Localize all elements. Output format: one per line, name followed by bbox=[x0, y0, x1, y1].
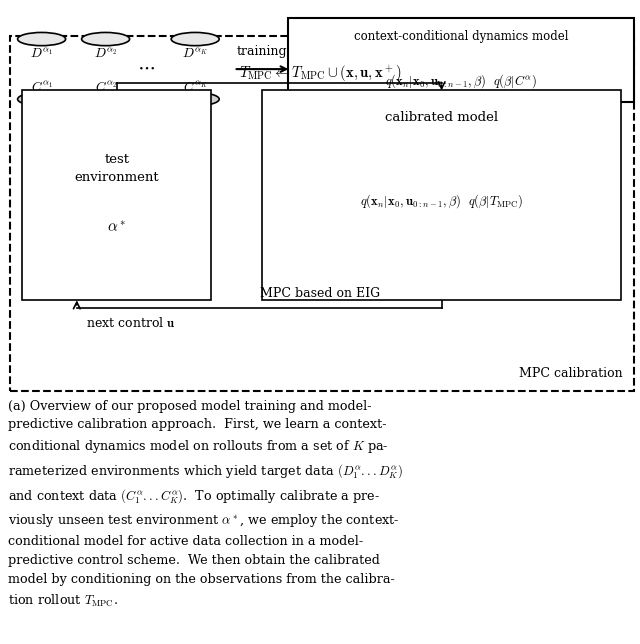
Text: context-conditional dynamics model: context-conditional dynamics model bbox=[353, 30, 568, 43]
Text: $C^{\alpha_2}$: $C^{\alpha_2}$ bbox=[95, 80, 116, 94]
Text: $q(\mathbf{x}_n|\mathbf{x}_0, \mathbf{u}_{0:n-1}, \beta)$  $q(\beta|T_{\mathrm{M: $q(\mathbf{x}_n|\mathbf{x}_0, \mathbf{u}… bbox=[360, 193, 523, 210]
Ellipse shape bbox=[18, 93, 65, 106]
Text: MPC based on EIG: MPC based on EIG bbox=[260, 287, 380, 301]
FancyBboxPatch shape bbox=[18, 39, 66, 99]
Ellipse shape bbox=[18, 32, 65, 46]
Ellipse shape bbox=[82, 32, 130, 46]
Ellipse shape bbox=[172, 93, 219, 106]
Text: $T_{\mathrm{MPC}} \leftarrow T_{\mathrm{MPC}} \cup (\mathbf{x}, \mathbf{u}, \mat: $T_{\mathrm{MPC}} \leftarrow T_{\mathrm{… bbox=[239, 63, 401, 83]
Text: (a) Overview of our proposed model training and model-
predictive calibration ap: (a) Overview of our proposed model train… bbox=[8, 400, 403, 609]
FancyBboxPatch shape bbox=[262, 90, 621, 301]
FancyBboxPatch shape bbox=[10, 36, 634, 391]
Text: $\cdots$: $\cdots$ bbox=[137, 57, 155, 75]
Text: $D^{\alpha_1}$: $D^{\alpha_1}$ bbox=[30, 47, 53, 61]
FancyBboxPatch shape bbox=[172, 39, 219, 99]
FancyBboxPatch shape bbox=[288, 18, 634, 102]
FancyBboxPatch shape bbox=[82, 39, 130, 99]
Ellipse shape bbox=[82, 93, 130, 106]
Text: test
environment: test environment bbox=[74, 153, 159, 184]
Text: next control $\mathbf{u}$: next control $\mathbf{u}$ bbox=[86, 316, 176, 330]
Text: $\alpha^*$: $\alpha^*$ bbox=[107, 222, 127, 236]
Text: $C^{\alpha_1}$: $C^{\alpha_1}$ bbox=[31, 80, 52, 94]
Text: training: training bbox=[237, 45, 288, 59]
Text: $C^{\alpha_K}$: $C^{\alpha_K}$ bbox=[183, 80, 207, 94]
Ellipse shape bbox=[172, 32, 219, 46]
Text: $D^{\alpha_K}$: $D^{\alpha_K}$ bbox=[182, 47, 208, 61]
Text: $D^{\alpha_2}$: $D^{\alpha_2}$ bbox=[94, 47, 117, 61]
Text: calibrated model: calibrated model bbox=[385, 111, 498, 124]
FancyBboxPatch shape bbox=[22, 90, 211, 301]
Text: MPC calibration: MPC calibration bbox=[519, 367, 623, 381]
Text: $q(\mathbf{x}_n|\mathbf{x}_0, \mathbf{u}_{0:n-1}, \beta)$  $q(\beta|C^\alpha)$: $q(\mathbf{x}_n|\mathbf{x}_0, \mathbf{u}… bbox=[385, 72, 537, 90]
